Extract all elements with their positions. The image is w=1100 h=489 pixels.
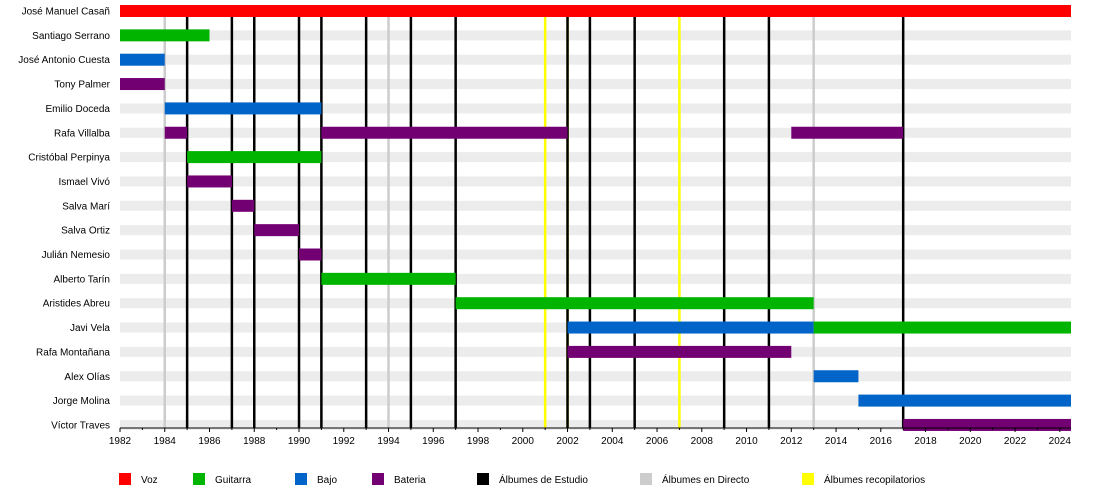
member-labels: José Manuel Casañ Santiago Serrano José An…: [18, 7, 110, 432]
row-stripe: [120, 371, 1071, 382]
member-label: Aristides Abreu: [43, 299, 110, 310]
legend-label-bateria: Bateria: [394, 475, 426, 486]
legend-label-bajo: Bajo: [317, 475, 337, 486]
x-tick-label: 1998: [467, 436, 490, 447]
row-stripe: [120, 176, 1071, 187]
row-stripe: [120, 249, 1071, 260]
x-tick-label: 1992: [333, 436, 356, 447]
row-stripe: [120, 273, 1071, 284]
member-bar-guitarra: [187, 151, 322, 164]
legend-swatch-bateria: [372, 473, 384, 485]
member-bar-guitarra: [321, 272, 456, 285]
member-bar-bateria: [187, 175, 232, 188]
member-bar-bateria: [231, 199, 255, 212]
x-tick-label: 1988: [243, 436, 266, 447]
x-tick-label: 2014: [825, 436, 848, 447]
member-bar-bajo: [164, 102, 322, 115]
x-tick-label: 2022: [1004, 436, 1027, 447]
member-label: José Antonio Cuesta: [18, 55, 110, 66]
x-tick-label: 2006: [646, 436, 669, 447]
x-tick-label: 1990: [288, 436, 311, 447]
legend-label-estudio: Álbumes de Estudio: [499, 473, 588, 486]
member-label: Cristóbal Perpinya: [28, 153, 110, 164]
member-label: Rafa Montañana: [36, 347, 110, 358]
legend-swatch-recopilatorios: [802, 473, 814, 485]
legend: Voz Guitarra Bajo Bateria Álbumes de Estudio…: [119, 473, 925, 486]
x-tick-label: 2000: [512, 436, 535, 447]
legend-label-recopilatorios: Álbumes recopilatorios: [824, 473, 925, 486]
member-label: Jorge Molina: [53, 396, 111, 407]
x-tick-label: 1996: [422, 436, 445, 447]
x-tick-label: 2018: [914, 436, 937, 447]
member-bar-guitarra: [120, 29, 210, 42]
member-bar-bajo: [567, 321, 814, 334]
legend-swatch-directo: [640, 473, 652, 485]
member-label: Rafa Villalba: [54, 128, 110, 139]
member-label: Alex Olías: [64, 372, 110, 383]
member-bar-voz: [120, 5, 1071, 17]
legend-swatch-estudio: [477, 473, 489, 485]
row-stripe: [120, 30, 1071, 41]
legend-swatch-voz: [119, 473, 131, 485]
member-label: Víctor Traves: [51, 420, 110, 431]
member-label: Ismael Vivó: [58, 177, 110, 188]
member-bar-bateria: [567, 345, 792, 358]
x-tick-label: 2002: [556, 436, 579, 447]
row-stripe: [120, 152, 1071, 163]
legend-label-voz: Voz: [141, 475, 158, 486]
row-stripe: [120, 225, 1071, 236]
member-label: Emilio Doceda: [46, 104, 111, 115]
member-label: Julián Nemesio: [42, 250, 111, 261]
member-bar-bateria: [299, 248, 322, 261]
member-bar-bateria: [903, 418, 1071, 431]
release-lines: [163, 5, 905, 428]
x-tick-label: 2016: [870, 436, 893, 447]
row-stripe: [120, 54, 1071, 65]
member-bar-bajo: [813, 370, 859, 383]
member-label: Alberto Tarín: [53, 274, 110, 285]
legend-label-guitarra: Guitarra: [215, 475, 252, 486]
member-bar-guitarra: [813, 321, 1071, 334]
member-label: Tony Palmer: [54, 80, 110, 91]
row-stripe: [120, 200, 1071, 211]
member-bar-bateria: [254, 224, 300, 237]
member-bar-bateria: [164, 126, 188, 139]
x-tick-label: 2020: [959, 436, 982, 447]
member-bar-guitarra: [455, 297, 814, 310]
x-tick-label: 2004: [601, 436, 624, 447]
x-tick-label: 2012: [780, 436, 803, 447]
member-bar-bateria: [321, 126, 568, 139]
member-label: Salva Ortiz: [61, 226, 110, 237]
legend-label-directo: Álbumes en Directo: [662, 473, 750, 486]
member-label: Javi Vela: [70, 323, 110, 334]
member-label: José Manuel Casañ: [22, 7, 110, 18]
member-bar-bajo: [858, 394, 1071, 407]
x-tick-label: 2008: [691, 436, 714, 447]
member-bar-bajo: [120, 53, 165, 66]
x-tick-label: 1984: [154, 436, 177, 447]
row-stripe: [120, 127, 1071, 138]
legend-swatch-guitarra: [193, 473, 205, 485]
x-axis: 1982 1984 1986 1988 1990 1992 1994 1996 1998 2000…: [109, 427, 1072, 447]
member-bar-bateria: [120, 78, 165, 91]
row-stripe: [120, 103, 1071, 114]
member-bar-bateria: [791, 126, 904, 139]
legend-swatch-bajo: [295, 473, 307, 485]
x-tick-label: 1994: [377, 436, 400, 447]
x-tick-label: 2010: [735, 436, 758, 447]
member-bars: [120, 5, 1071, 431]
row-background-stripes: [120, 6, 1071, 430]
member-label: Santiago Serrano: [32, 31, 110, 42]
x-tick-label: 1986: [198, 436, 221, 447]
member-label: Salva Marí: [62, 201, 110, 212]
x-tick-label: 1982: [109, 436, 132, 447]
x-tick-label: 2024: [1049, 436, 1072, 447]
row-stripe: [120, 79, 1071, 90]
row-stripe: [120, 419, 1071, 430]
row-stripe: [120, 395, 1071, 406]
